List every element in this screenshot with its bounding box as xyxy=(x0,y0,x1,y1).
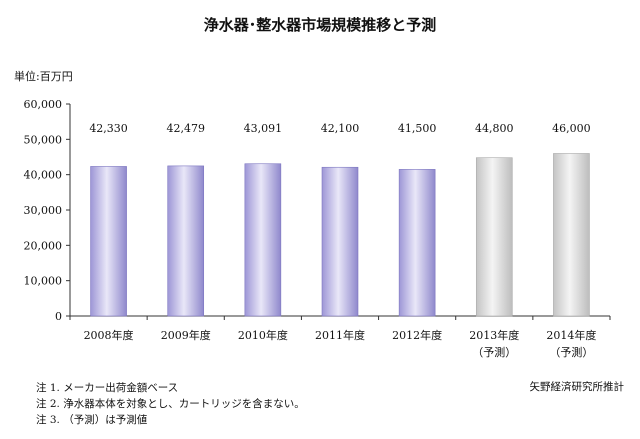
bar-actual xyxy=(167,165,205,317)
y-tick-label: 20,000 xyxy=(24,239,63,252)
y-tick-label: 50,000 xyxy=(24,133,63,146)
data-label: 44,800 xyxy=(475,122,514,135)
bar-actual xyxy=(398,169,436,317)
x-category-sublabel: （予測） xyxy=(472,345,516,359)
bar-forecast xyxy=(475,157,513,317)
source-credit: 矢野経済研究所推計 xyxy=(529,381,625,393)
data-label: 46,000 xyxy=(552,122,591,135)
x-category-label: 2009年度 xyxy=(161,328,211,342)
chart-title: 浄水器･整水器市場規模推移と予測 xyxy=(203,16,437,34)
x-category-label: 2013年度 xyxy=(469,328,519,342)
data-label: 43,091 xyxy=(244,122,283,135)
x-category-label: 2011年度 xyxy=(315,328,365,342)
footnote-2: 注 2. 浄水器本体を対象とし、カートリッジを含まない。 xyxy=(36,398,305,410)
data-label: 42,330 xyxy=(89,122,128,135)
bar-actual xyxy=(321,166,359,317)
x-category-label: 2008年度 xyxy=(84,328,134,342)
footnotes: 注 1. メーカー出荷金額ベース 注 2. 浄水器本体を対象とし、カートリッジを… xyxy=(36,380,305,428)
bar-forecast xyxy=(553,153,590,317)
footnote-1: 注 1. メーカー出荷金額ベース xyxy=(36,382,179,394)
y-axis-unit-label: 単位:百万円 xyxy=(14,70,73,83)
x-category-label: 2010年度 xyxy=(238,328,288,342)
x-category-label: 2012年度 xyxy=(392,328,442,342)
bar-actual xyxy=(244,163,282,317)
footnote-3: 注 3. （予測）は予測値 xyxy=(36,414,148,426)
y-tick-label: 10,000 xyxy=(24,275,63,288)
y-tick-label: 40,000 xyxy=(24,169,63,182)
x-category-label: 2014年度 xyxy=(546,328,596,342)
data-label: 41,500 xyxy=(398,122,437,135)
y-tick-label: 60,000 xyxy=(24,98,63,111)
bar-actual xyxy=(90,166,127,317)
y-tick-label: 30,000 xyxy=(24,204,63,217)
data-label: 42,100 xyxy=(321,122,360,135)
data-label: 42,479 xyxy=(166,122,205,135)
y-tick-label: 0 xyxy=(55,310,62,323)
x-category-sublabel: （予測） xyxy=(549,345,593,359)
